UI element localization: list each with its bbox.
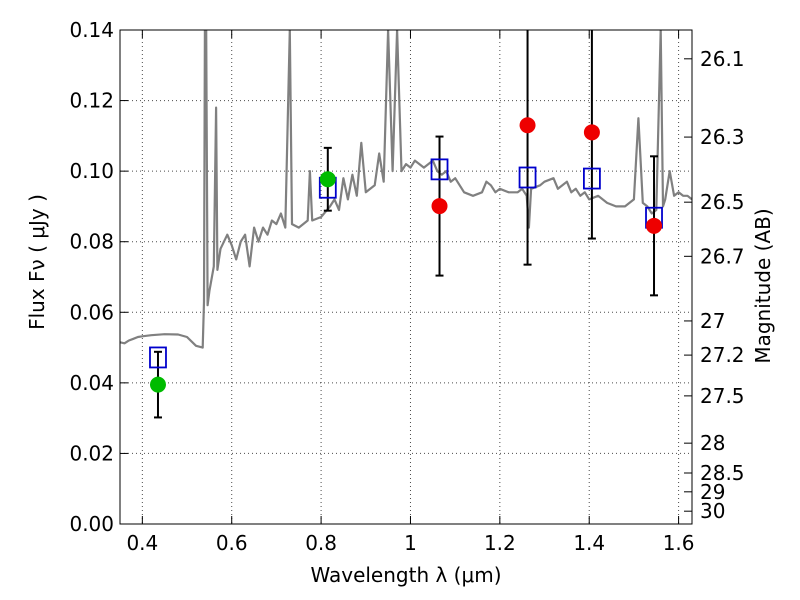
spectrum-series <box>120 30 692 349</box>
x-tick-label: 0.6 <box>216 531 248 555</box>
y-axis-title: Flux Fν ( μJy ) <box>25 194 49 330</box>
mag-tick-label: 26.1 <box>700 47 745 71</box>
mag-tick-label: 26.3 <box>700 125 745 149</box>
flux-dot-marker <box>149 376 166 393</box>
model-square-marker <box>518 166 537 189</box>
flux-dot-marker <box>646 217 663 234</box>
model-square-marker <box>583 167 601 190</box>
mag-tick-label: 28 <box>700 431 725 455</box>
mag-tick-label: 26.7 <box>700 244 745 268</box>
flux-dot-marker <box>319 171 336 188</box>
model-square-marker <box>149 346 167 369</box>
mag-tick-label: 30 <box>700 499 725 523</box>
errorbars <box>153 30 659 419</box>
markers <box>149 117 663 393</box>
y-tick-label: 0.00 <box>69 512 114 536</box>
y-tick-label: 0.06 <box>69 300 114 324</box>
mag-tick-label: 27.2 <box>700 343 745 367</box>
flux-dot-marker <box>519 117 536 134</box>
y-axis-right-title: Magnitude (AB) <box>751 208 775 363</box>
x-axis-title: Wavelength λ (μm) <box>310 563 501 587</box>
ticks <box>120 29 692 525</box>
flux-dot-marker <box>583 124 600 141</box>
x-tick-label: 1.6 <box>663 531 695 555</box>
flux-dot-marker <box>431 198 448 215</box>
spectrum-line <box>120 30 692 349</box>
y-tick-label: 0.10 <box>69 159 114 183</box>
y-tick-label: 0.02 <box>69 441 114 465</box>
mag-tick-label: 29 <box>700 480 725 504</box>
mag-tick-label: 26.5 <box>700 190 745 214</box>
x-tick-label: 0.4 <box>126 531 158 555</box>
mag-tick-label: 27.5 <box>700 384 745 408</box>
y-tick-label: 0.08 <box>69 230 114 254</box>
x-tick-label: 1 <box>404 531 417 555</box>
plot-frame <box>119 29 693 525</box>
mag-tick-label: 27 <box>700 309 725 333</box>
x-tick-label: 0.8 <box>305 531 337 555</box>
tick-labels: 0.4 0.6 0.8 1 1.2 1.4 1.6 0.00 0.02 0.04 0.06 0.08 0… <box>69 18 744 555</box>
mag-tick-label: 28.5 <box>700 461 745 485</box>
y-tick-label: 0.12 <box>69 89 114 113</box>
x-tick-label: 1.2 <box>484 531 516 555</box>
y-tick-label: 0.14 <box>69 18 114 42</box>
model-square-marker <box>430 158 449 181</box>
x-tick-label: 1.4 <box>573 531 605 555</box>
y-tick-label: 0.04 <box>69 371 114 395</box>
